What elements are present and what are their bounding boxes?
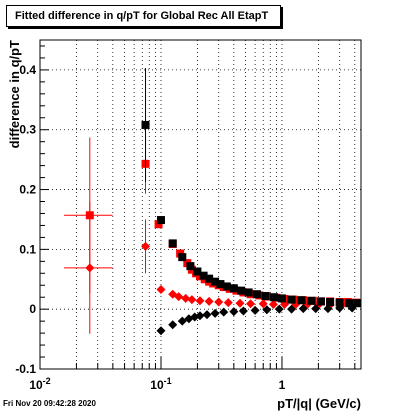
- data-point-square: [316, 297, 325, 306]
- data-point-square: [211, 277, 220, 286]
- data-point-diamond: [235, 298, 245, 308]
- y-tick-label: -0.1: [15, 362, 36, 376]
- data-point-square: [335, 298, 344, 307]
- data-point-diamond: [181, 293, 191, 303]
- data-point-diamond: [258, 299, 268, 309]
- data-point-square: [199, 271, 208, 280]
- data-point-diamond: [347, 303, 357, 313]
- data-point-diamond: [214, 297, 224, 307]
- data-point-square: [141, 120, 150, 129]
- data-point-square: [252, 290, 261, 299]
- data-point-diamond: [174, 292, 184, 302]
- data-point-square: [178, 253, 187, 262]
- x-tick-label: 10-1: [150, 376, 171, 392]
- axes: -0.1 0 0.1 0.2 0.3 0.4 10-2 10-1 1: [15, 45, 356, 392]
- x-tick-label: 1: [279, 378, 286, 392]
- data-point-diamond: [335, 303, 345, 313]
- data-point-diamond: [250, 305, 260, 315]
- data-point-square: [222, 282, 231, 291]
- data-point-square: [156, 216, 165, 225]
- x-tick-label: 10-2: [29, 376, 50, 392]
- data-point-diamond: [268, 299, 278, 309]
- y-tick-label: 0.4: [19, 63, 36, 77]
- x-axis-label: pT/|q| (GeV/c): [277, 396, 361, 411]
- data-point-square: [237, 286, 246, 295]
- data-point-diamond: [204, 296, 214, 306]
- data-point-diamond: [141, 241, 151, 251]
- data-point-square: [277, 294, 286, 303]
- data-point-diamond: [262, 305, 272, 315]
- data-point-square: [229, 284, 238, 293]
- chart-title: Fitted difference in q/pT for Global Rec…: [6, 5, 281, 27]
- plot-frame: [39, 39, 362, 370]
- data-point-diamond: [287, 304, 297, 314]
- data-point-square: [287, 295, 296, 304]
- data-point-square: [168, 239, 177, 248]
- y-tick-label: 0.2: [19, 183, 36, 197]
- data-point-diamond: [210, 308, 220, 318]
- y-tick-label: 0.3: [19, 123, 36, 137]
- data-point-diamond: [195, 311, 205, 321]
- data-point-square: [193, 267, 202, 276]
- data-point-diamond: [187, 295, 197, 305]
- data-point-diamond: [238, 306, 248, 316]
- timestamp-footer: Fri Nov 20 09:42:28 2020: [3, 399, 96, 408]
- data-point-diamond: [202, 310, 212, 320]
- data-point-diamond: [156, 326, 166, 336]
- grid-lines: [40, 40, 361, 369]
- data-point-diamond: [219, 307, 229, 317]
- data-point-diamond: [323, 304, 333, 314]
- data-point-diamond: [229, 307, 239, 317]
- y-tick-label: 0: [29, 302, 36, 316]
- data-point-diamond: [298, 304, 308, 314]
- data-point-square: [244, 288, 253, 297]
- data-point-diamond: [156, 284, 166, 294]
- data-point-diamond: [85, 263, 95, 273]
- data-point-square: [307, 296, 316, 305]
- data-point-square: [297, 296, 306, 305]
- data-point-diamond: [223, 298, 233, 308]
- y-axis-label: difference in q/pT: [7, 40, 22, 148]
- data-point-diamond: [168, 320, 178, 330]
- data-point-diamond: [246, 299, 256, 309]
- data-point-square: [186, 262, 195, 271]
- data-point-diamond: [195, 296, 205, 306]
- data-point-diamond: [311, 304, 321, 314]
- data-point-square: [216, 280, 225, 289]
- data-point-square: [353, 299, 362, 308]
- data-point-square: [345, 299, 354, 308]
- data-marks: [64, 68, 362, 336]
- data-point-square: [270, 293, 279, 302]
- data-point-square: [154, 220, 163, 229]
- data-point-square: [261, 292, 270, 301]
- y-tick-label: 0.1: [19, 242, 36, 256]
- data-point-square: [205, 274, 214, 283]
- data-point-diamond: [274, 304, 284, 314]
- data-point-square: [326, 298, 335, 307]
